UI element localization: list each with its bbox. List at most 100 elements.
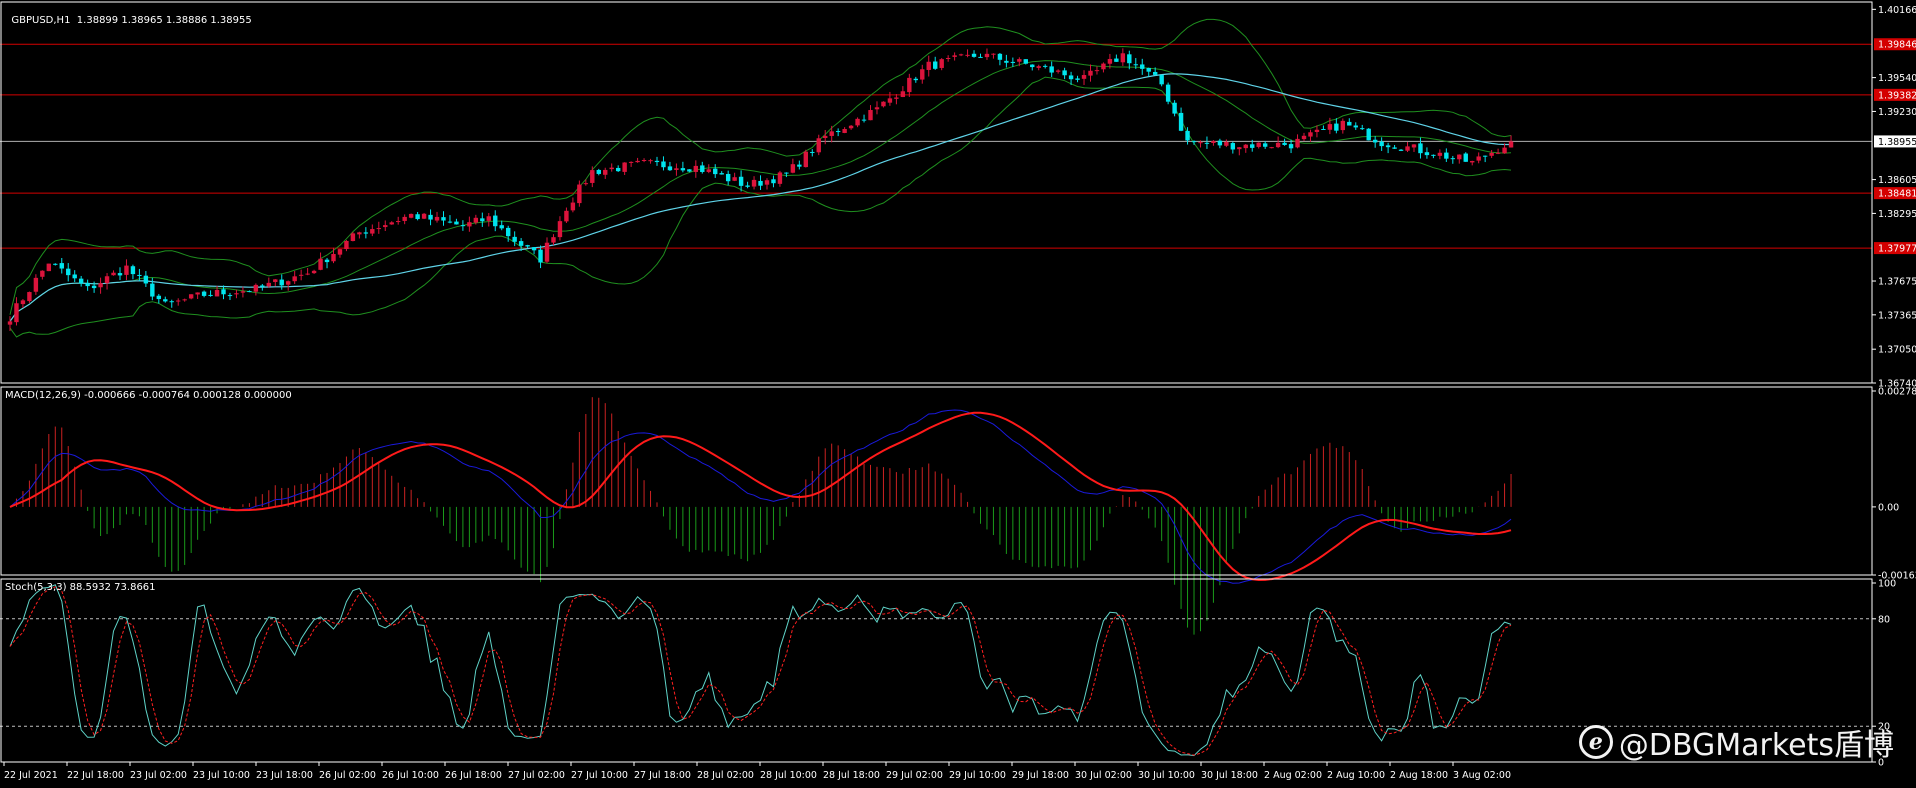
candle-body [176,300,181,302]
candle-body [725,173,731,182]
candle-body [247,291,252,293]
stoch-title: Stoch(5,3,3) 88.5932 73.8661 [5,582,156,593]
candle-body [745,185,750,187]
candle-body [253,284,259,292]
candle-body [273,279,278,282]
candle-body [402,216,407,221]
candle-body [208,294,213,296]
candle-body [913,78,918,81]
level-price-tag [1874,38,1916,51]
price-tick-label: 1.38295 [1878,209,1916,220]
level-price-label: 1.37977 [1878,244,1916,255]
candle-body [1476,156,1481,161]
time-tick-label: 26 Jul 18:00 [445,770,502,781]
symbol-timeframe: GBPUSD,H1 [11,15,71,26]
candle-body [1165,84,1171,102]
candle-body [1360,128,1365,130]
candle-body [596,169,601,174]
macd-tick-label: -0.001638 [1878,571,1916,582]
candle-body [790,164,796,173]
candle-body [370,229,375,234]
price-axis[interactable]: 1.40166 1.39540 1.39230 1.38605 1.38295 1.376… [1872,5,1916,769]
candle-body [997,53,1003,60]
weibo-logo-icon: ℯ [1578,725,1613,759]
candle-body [810,151,815,153]
time-tick-label: 29 Jul 02:00 [886,770,943,781]
candle-body [674,168,679,170]
candle-body [337,249,343,255]
candle-body [881,101,886,107]
time-tick-label: 2 Aug 10:00 [1327,770,1385,781]
candle-body [1075,78,1080,80]
candle-body [1463,153,1468,162]
candle-body [1444,152,1449,159]
time-tick-label: 30 Jul 02:00 [1075,770,1132,781]
candle-body [499,225,504,229]
candle-body [460,225,466,227]
candle-body [505,227,511,237]
candle-body [1159,75,1164,85]
candle-body [318,258,323,270]
candle-body [357,232,362,235]
time-tick-label: 29 Jul 18:00 [1012,770,1069,781]
candle-body [732,177,737,181]
candle-body [1133,64,1138,66]
time-tick-label: 27 Jul 02:00 [508,770,565,781]
candle-body [965,54,970,56]
candle-body [156,295,162,300]
candle-body [1043,65,1048,67]
candle-body [421,213,427,219]
candle-body [887,98,893,103]
candle-body [408,213,414,218]
candle-body [1094,70,1100,72]
candle-body [428,214,433,220]
price-tick-label: 1.37365 [1878,310,1916,321]
candle-body [557,221,563,238]
candle-body [1140,64,1145,69]
candle-body [1030,64,1035,68]
candle-body [20,300,26,305]
candle-body [971,53,977,57]
candle-body [661,161,666,168]
candle-body [137,274,142,276]
candle-body [78,278,84,284]
price-tick-label: 1.36740 [1878,379,1916,390]
candle-body [130,266,136,275]
candle-body [1036,66,1041,68]
candle-body [1308,132,1313,137]
candle-body [227,295,233,297]
time-axis[interactable]: 22 Jul 2021 22 Jul 18:00 23 Jul 02:00 23 Ju… [3,762,1511,781]
candle-body [1107,58,1113,64]
candle-body [188,294,194,299]
candle-body [493,215,498,227]
candle-body [920,69,925,80]
candle-body [240,291,246,293]
price-tick-label: 1.40166 [1878,5,1916,16]
candle-body [324,259,330,263]
candle-body [939,59,944,68]
candle-body [900,91,906,98]
candle-body [124,265,129,275]
candle-body [169,301,174,303]
candle-body [376,228,381,230]
candle-body [1004,60,1009,63]
candle-body [1010,61,1016,63]
candle-body [603,169,608,175]
ohlc-readout: 1.38899 1.38965 1.38886 1.38955 [76,15,252,26]
candle-body [771,179,776,184]
candle-body [583,183,589,185]
current-price-label: 1.38955 [1878,137,1916,148]
candle-body [1288,144,1294,149]
candle-body [544,242,550,262]
candle-body [628,161,634,163]
candle-body [719,173,724,175]
candle-body [1178,112,1184,131]
candle-body [667,166,673,171]
candle-body [1256,142,1261,147]
candle-body [706,169,711,172]
candle-body [713,168,718,175]
candle-body [1366,128,1371,141]
time-tick-label: 23 Jul 02:00 [130,770,187,781]
time-tick-label: 28 Jul 02:00 [697,770,754,781]
